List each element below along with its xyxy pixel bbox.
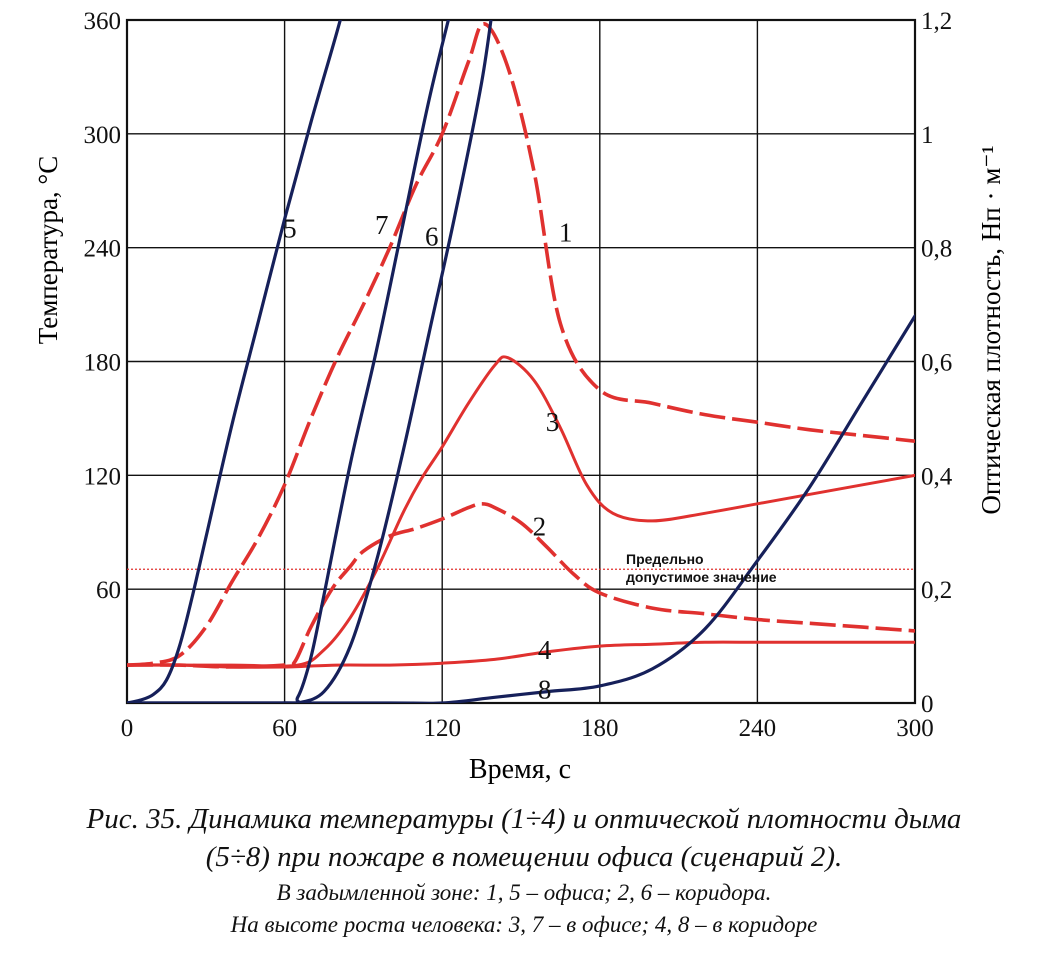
series-line-7 xyxy=(127,20,450,703)
curve-label-8: 8 xyxy=(538,675,552,705)
y2-tick-label: 1,2 xyxy=(921,8,952,35)
y-tick-label: 240 xyxy=(84,236,122,263)
x-tick-label: 240 xyxy=(739,715,777,742)
curve-labels: 1 2 3 4 5 6 7 8 xyxy=(283,210,572,705)
y-tick-label: 180 xyxy=(84,350,122,377)
figure-caption-legend-2: На высоте роста человека: 3, 7 – в офисе… xyxy=(230,912,818,937)
axes-frame xyxy=(125,18,917,705)
curve-label-4: 4 xyxy=(538,635,552,665)
series-line-1 xyxy=(127,22,915,667)
series-line-4 xyxy=(127,640,915,669)
tick-labels: 0 60 120 180 240 300601201802403003600,20,40,… xyxy=(84,8,953,742)
y2-tick-label: 0,4 xyxy=(921,463,953,490)
x-tick-label: 0 xyxy=(121,715,134,742)
x-tick-label: 180 xyxy=(581,715,619,742)
curve-label-7: 7 xyxy=(375,210,389,240)
y-tick-label: 360 xyxy=(84,8,122,35)
y-tick-label: 120 xyxy=(84,463,122,490)
x-tick-label: 300 xyxy=(896,715,934,742)
x-tick-label: 60 xyxy=(272,715,297,742)
y2-tick-label: 0,2 xyxy=(921,577,952,604)
y-axis-label: Температура, °С xyxy=(33,156,63,345)
figure-caption-title: Рис. 35. Динамика температуры (1÷4) и оп… xyxy=(86,803,962,835)
plot-frame xyxy=(125,18,917,705)
curve-label-6: 6 xyxy=(425,221,439,251)
x-axis-label: Время, с xyxy=(469,754,571,785)
y2-tick-label: 0,8 xyxy=(921,236,952,263)
x-tick-label: 120 xyxy=(423,715,461,742)
series-line-3 xyxy=(127,355,915,668)
chart: 0 60 120 180 240 300601201802403003600,20,40,… xyxy=(33,8,1006,785)
series-line-8 xyxy=(127,314,915,703)
limit-annotation-line2: допустимое значение xyxy=(626,569,777,585)
y2-tick-label: 0 xyxy=(921,691,934,718)
figure-caption-legend-1: В задымленной зоне: 1, 5 – офиса; 2, 6 –… xyxy=(276,880,772,905)
y2-tick-label: 1 xyxy=(921,122,934,149)
y2-axis-label: Оптическая плотность, Нп · м⁻¹ xyxy=(976,145,1006,514)
series-group xyxy=(127,20,915,703)
grid xyxy=(127,20,915,703)
series-line-6 xyxy=(127,20,493,703)
y2-tick-label: 0,6 xyxy=(921,350,952,377)
curve-label-3: 3 xyxy=(546,407,560,437)
series-line-2 xyxy=(127,502,915,669)
curve-label-2: 2 xyxy=(533,512,547,542)
curve-label-1: 1 xyxy=(559,217,573,247)
curve-label-5: 5 xyxy=(283,214,297,244)
y-tick-label: 300 xyxy=(84,122,122,149)
figure-caption-subtitle: (5÷8) при пожаре в помещении офиса (сцен… xyxy=(205,841,843,873)
limit-annotation-line1: Предельно xyxy=(626,551,704,567)
series-line-5 xyxy=(127,20,342,703)
y-tick-label: 60 xyxy=(96,577,121,604)
